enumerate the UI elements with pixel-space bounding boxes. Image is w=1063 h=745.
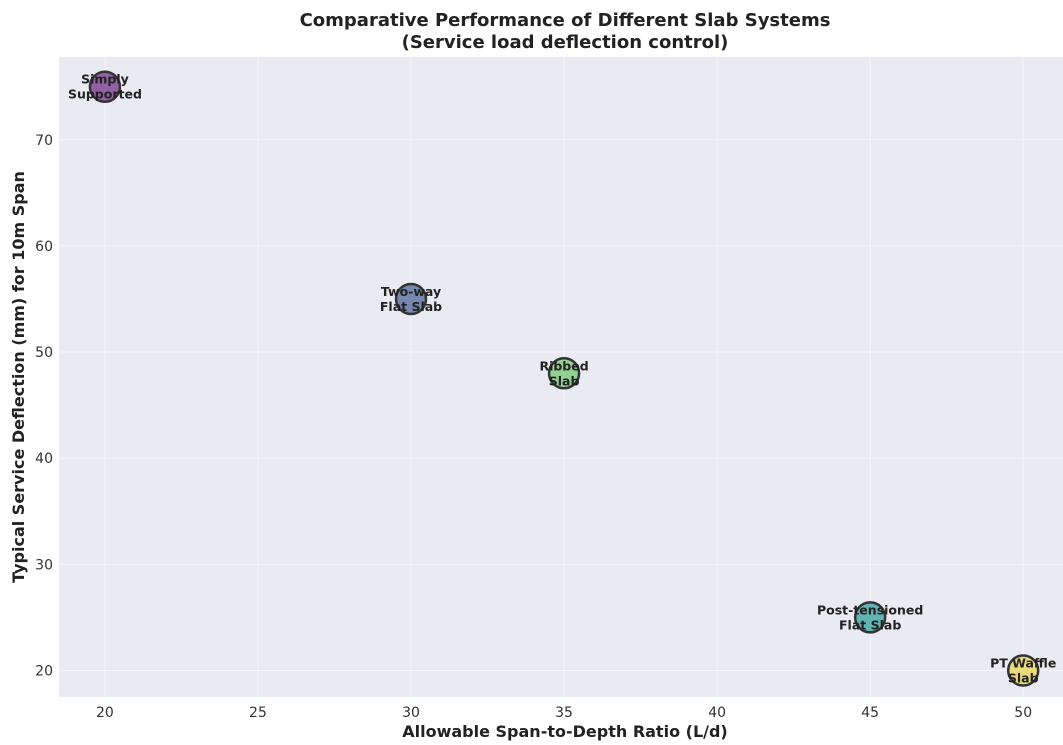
- data-point: [88, 70, 122, 103]
- y-tick-label: 40: [35, 451, 53, 467]
- y-tick-label: 50: [35, 345, 53, 361]
- data-point-labels: Simply Supported Two-way Flat Slab Ribbed Sla…: [68, 72, 1056, 686]
- y-tick-label: 20: [35, 663, 53, 679]
- x-tick-label: 40: [708, 705, 726, 721]
- data-point-label: Post-tensioned Flat Slab: [817, 602, 923, 632]
- y-tick-label: 60: [35, 239, 53, 255]
- x-tick-label: 50: [1014, 705, 1032, 721]
- x-tick-label: 25: [249, 705, 267, 721]
- data-point-label: Simply Supported: [68, 72, 142, 102]
- x-tick-label: 35: [555, 705, 573, 721]
- x-tick-label: 30: [402, 705, 420, 721]
- data-points: [88, 70, 1040, 687]
- chart-title-line1: Comparative Performance of Different Sla…: [300, 10, 831, 31]
- data-point: [394, 282, 428, 316]
- grid-lines: [59, 57, 1063, 697]
- data-point: [1006, 654, 1040, 687]
- data-point: [547, 357, 581, 390]
- tick-labels: 20 25 30 35 40 45 50 20 30 40 50 60 70: [35, 133, 1032, 721]
- data-point-label: Ribbed Slab: [539, 358, 588, 388]
- y-axis-label: Typical Service Deflection (mm) for 10m …: [9, 171, 28, 583]
- y-tick-label: 30: [35, 557, 53, 573]
- x-tick-label: 45: [861, 705, 879, 721]
- data-point-label: Two-way Flat Slab: [380, 284, 442, 314]
- data-point-label: PT Waffle Slab: [990, 655, 1056, 685]
- x-tick-label: 20: [96, 705, 114, 721]
- y-tick-label: 70: [35, 133, 53, 149]
- data-point: [853, 601, 887, 634]
- x-axis-label: Allowable Span-to-Depth Ratio (L/d): [402, 722, 728, 741]
- chart-title-line2: (Service load deflection control): [402, 32, 729, 53]
